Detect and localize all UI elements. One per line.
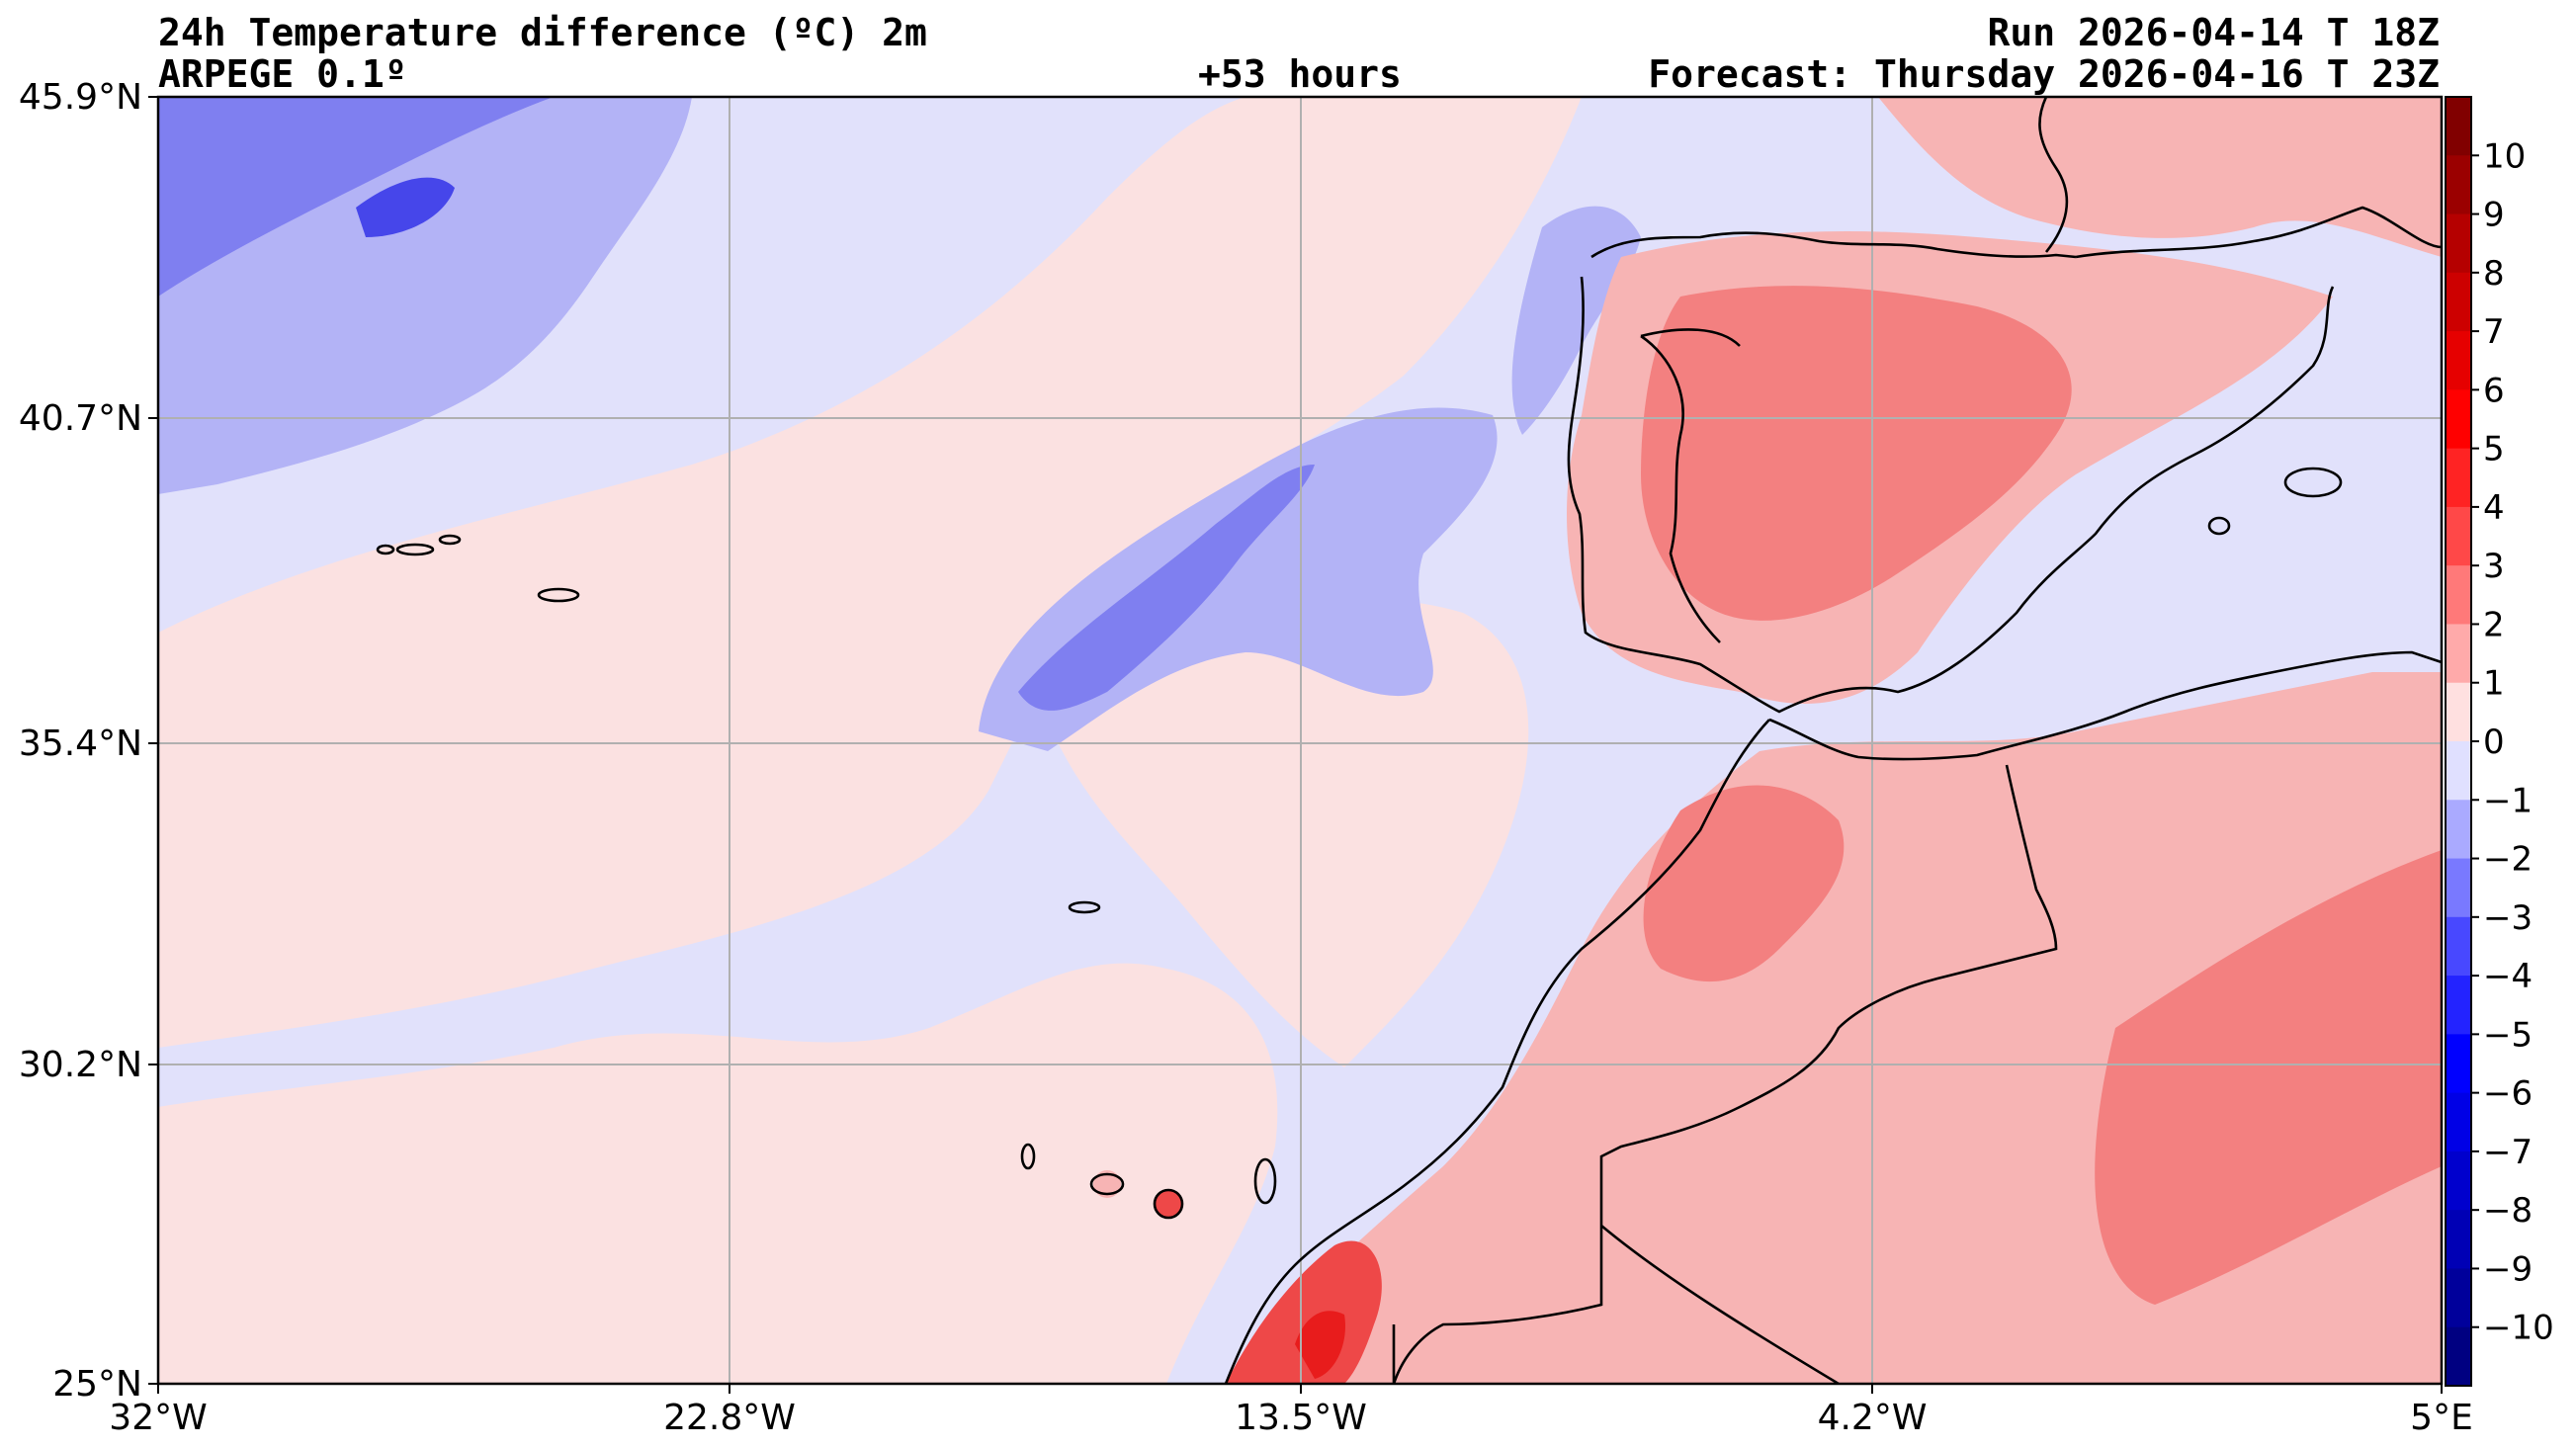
warm-band-atlantic [158,97,1582,1048]
lat-label-40-7: 40.7°N [19,398,142,439]
colorbar-segment [2446,1210,2471,1269]
colorbar-segment [2446,1326,2471,1387]
lead-time-label: +53 hours [1198,52,1402,96]
island-lanzarote [1253,1157,1277,1205]
island-tenerife [1089,1172,1125,1196]
colorbar-segment [2446,1268,2471,1328]
border-algeria-morocco [1392,764,2058,1384]
colorbar-segment [2446,916,2471,977]
colorbar-segment [2446,565,2471,625]
colorbar-tick-label: −10 [2483,1309,2554,1348]
island-azores-3 [376,544,395,555]
colorbar-segment [2446,624,2471,684]
lat-label-25: 25°N [52,1364,142,1405]
colorbar-segment [2446,741,2471,801]
map-plot-area [158,97,2442,1384]
lat-label-30-2: 30.2°N [19,1045,142,1085]
lon-label-13-5w: 13.5°W [1235,1398,1367,1438]
colorbar-segment [2446,389,2471,450]
lon-label-22-8w: 22.8°W [663,1398,796,1438]
coastlines [376,97,2442,1384]
run-label: Run 2026-04-14 T 18Z [1987,11,2440,54]
island-la-palma [1020,1143,1036,1170]
warm-sahara-core [2095,850,2442,1305]
colorbar-tick-label: 8 [2483,254,2505,294]
warm-france [1878,97,2442,257]
colorbar-tick-label: 2 [2483,605,2505,644]
warm-band-central [1038,600,1529,1067]
colorbar-segment [2446,448,2471,508]
colorbar-tick-label: 10 [2483,136,2526,176]
warm-southwest-core [1226,1240,1382,1384]
warm-iberia-core [1641,286,2072,621]
lat-label-35-4: 35.4°N [19,724,142,764]
colorbar-tick-label: −1 [2483,781,2533,820]
island-madeira [1068,900,1101,914]
colorbar-tick-label: 1 [2483,664,2505,704]
forecast-label: Forecast: Thursday 2026-04-16 T 23Z [1648,52,2440,96]
cool-core-central [1018,465,1315,711]
lon-label-4-2w: 4.2°W [1818,1398,1928,1438]
colorbar-tick-label: −2 [2483,840,2533,880]
warm-band-south [158,963,1278,1384]
model-label: ARPEGE 0.1º [158,52,407,96]
colorbar-tick-label: 0 [2483,723,2505,762]
island-azores-4 [537,587,580,603]
colorbar-segment [2446,272,2471,332]
warm-southwest-spot [1295,1311,1345,1379]
island-gran-canaria [1153,1188,1184,1220]
colorbar-segment [2446,1092,2471,1152]
island-azores-2 [438,534,462,546]
colorbar-tick-label: −7 [2483,1133,2533,1172]
colorbar-tick-label: −8 [2483,1191,2533,1231]
colorbar-segment [2446,682,2471,742]
lat-label-45-9: 45.9°N [19,77,142,118]
colorbar-segment [2446,97,2471,156]
warm-spot-gran-canaria [1155,1190,1182,1218]
colorbar-segment [2446,1150,2471,1211]
map-title: 24h Temperature difference (ºC) 2m [158,11,927,54]
cool-spot-northwest [356,177,455,237]
lon-ticks [157,1384,2443,1394]
coast-north-africa [1768,650,2442,761]
warm-spot-tenerife [1093,1170,1121,1198]
colorbar-segment [2446,331,2471,390]
island-mallorca [2283,467,2343,498]
colorbar-segment [2446,506,2471,566]
cool-core-northwest [158,97,554,297]
colorbar-segment [2446,800,2471,860]
colorbar-tick-label: 9 [2483,196,2505,235]
map-gridlines [158,97,2442,1384]
border-spain-portugal [1640,328,1741,643]
colorbar-segment [2446,155,2471,215]
lat-ticks [148,96,158,1385]
colorbar-tick-label: 5 [2483,430,2505,469]
colorbar-tick-label: −6 [2483,1074,2533,1114]
colorbar-segment [2446,1034,2471,1094]
colorbar-tick-label: 4 [2483,488,2505,528]
colorbar-segment [2446,858,2471,918]
lon-label-5e: 5°E [2410,1398,2473,1438]
warm-morocco-core [1643,785,1845,982]
colorbar-segment [2446,976,2471,1035]
colorbar-tick-label: −4 [2483,957,2533,996]
coast-france [2038,97,2442,259]
island-ibiza [2207,516,2231,536]
colorbar-tick-label: −5 [2483,1015,2533,1055]
colorbar-tick-label: −3 [2483,898,2533,938]
colorbar-tick-label: 7 [2483,312,2505,352]
cool-patch-galicia [1511,206,1641,435]
island-azores-1 [395,543,435,556]
colorbar-tick-label: 3 [2483,547,2505,586]
colorbar-segment [2446,213,2471,274]
border-mauritania [1392,1225,1840,1384]
coast-morocco [1224,719,1770,1384]
colorbar-tick-label: 6 [2483,371,2505,410]
lon-label-32w: 32°W [109,1398,207,1438]
colorbar-tick-label: −9 [2483,1249,2533,1289]
coast-iberia [1567,231,2335,714]
